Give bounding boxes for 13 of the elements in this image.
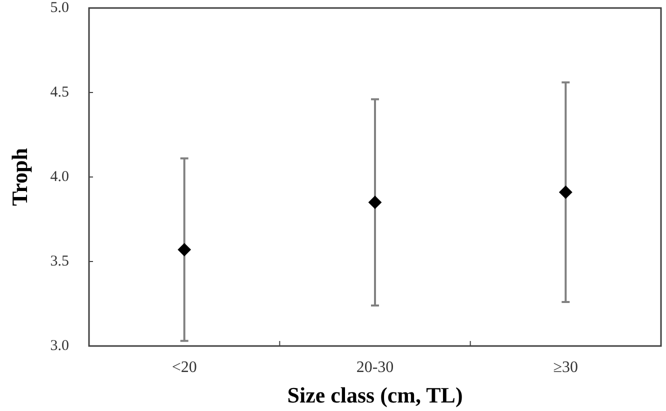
y-tick-label: 4.5	[50, 84, 69, 100]
x-tick-label: 20-30	[356, 358, 394, 376]
x-axis-title: Size class (cm, TL)	[287, 382, 463, 408]
point	[178, 243, 191, 256]
y-tick-label: 3.0	[50, 338, 69, 354]
y-tick-label: 4.0	[50, 168, 69, 185]
x-tick-label: ≥30	[553, 358, 578, 376]
x-tick-label: <20	[172, 358, 197, 376]
point	[368, 196, 382, 209]
y-tick-label: 5.0	[50, 0, 69, 16]
y-tick-label: 3.5	[50, 253, 69, 270]
point	[559, 186, 572, 199]
y-axis-title: Troph	[6, 148, 32, 206]
